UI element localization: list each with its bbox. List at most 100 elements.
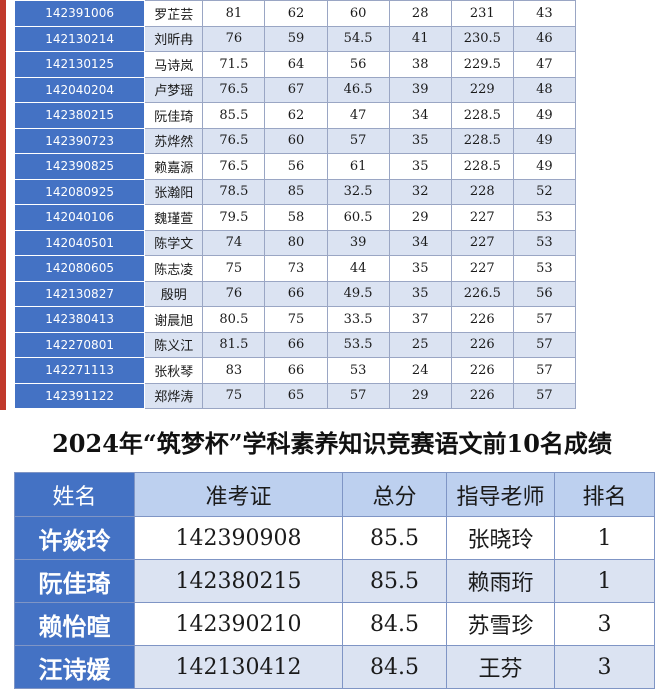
top10-row: 赖怡暄 142390210 84.5 苏雪珍 3 (14, 602, 655, 646)
score-cell: 28 (388, 0, 452, 27)
total-score-cell: 227 (450, 229, 514, 256)
table-row: 142080605 陈志凌 75 73 44 35 227 53 (13, 255, 577, 282)
top10-row: 许焱玲 142390908 85.5 张晓玲 1 (14, 516, 655, 560)
table-row: 142130214 刘昕冉 76 59 54.5 41 230.5 46 (13, 25, 577, 52)
score-cell: 67 (264, 76, 328, 103)
score-cell: 24 (388, 357, 452, 384)
score-cell: 34 (388, 229, 452, 256)
exam-id-cell: 142390908 (134, 516, 343, 560)
score-cell: 76.5 (202, 76, 266, 103)
exam-id-cell: 142390210 (134, 602, 343, 646)
exam-id-cell: 142391006 (13, 0, 146, 27)
score-cell: 85.5 (342, 516, 447, 560)
student-name-cell: 郑烨涛 (144, 382, 204, 409)
table-row: 142040106 魏瑾萱 79.5 58 60.5 29 227 53 (13, 204, 577, 231)
score-cell: 53.5 (326, 331, 390, 358)
student-name-cell: 陈志凌 (144, 255, 204, 282)
rank-cell: 57 (512, 306, 577, 333)
rank-cell: 56 (512, 280, 577, 307)
table-row: 142130125 马诗岚 71.5 64 56 38 229.5 47 (13, 51, 577, 78)
total-score-cell: 228.5 (450, 127, 514, 154)
score-cell: 41 (388, 25, 452, 52)
score-cell: 38 (388, 51, 452, 78)
total-score-cell: 229 (450, 76, 514, 103)
rank-cell: 53 (512, 229, 577, 256)
total-score-cell: 226 (450, 331, 514, 358)
table-row: 142040501 陈学文 74 80 39 34 227 53 (13, 229, 577, 256)
rank-cell: 57 (512, 357, 577, 384)
total-score-cell: 227 (450, 204, 514, 231)
score-cell: 29 (388, 382, 452, 409)
exam-id-cell: 142271113 (13, 357, 146, 384)
exam-id-cell: 142130125 (13, 51, 146, 78)
total-score-cell: 228.5 (450, 153, 514, 180)
exam-id-cell: 142040204 (13, 76, 146, 103)
score-cell: 85.5 (342, 559, 447, 603)
total-score-cell: 226 (450, 382, 514, 409)
total-score-cell: 229.5 (450, 51, 514, 78)
score-cell: 49.5 (326, 280, 390, 307)
score-cell: 80.5 (202, 306, 266, 333)
top10-row: 阮佳琦 142380215 85.5 赖雨珩 1 (14, 559, 655, 603)
header-rank: 排名 (554, 472, 655, 517)
table-row: 142380215 阮佳琦 85.5 62 47 34 228.5 49 (13, 102, 577, 129)
total-score-cell: 226 (450, 357, 514, 384)
score-cell: 75 (202, 382, 266, 409)
exam-id-cell: 142391122 (13, 382, 146, 409)
student-name-cell: 张瀚阳 (144, 178, 204, 205)
student-name-cell: 刘昕冉 (144, 25, 204, 52)
exam-id-cell: 142380215 (13, 102, 146, 129)
score-cell: 58 (264, 204, 328, 231)
exam-id-cell: 142390825 (13, 153, 146, 180)
score-cell: 62 (264, 102, 328, 129)
score-cell: 85.5 (202, 102, 266, 129)
table-row: 142130827 殷明 76 66 49.5 35 226.5 56 (13, 280, 577, 307)
total-score-cell: 226.5 (450, 280, 514, 307)
header-score: 总分 (342, 472, 447, 517)
score-cell: 34 (388, 102, 452, 129)
score-cell: 84.5 (342, 645, 447, 689)
student-name-cell: 许焱玲 (14, 516, 135, 560)
student-name-cell: 赖怡暄 (14, 602, 135, 646)
score-cell: 44 (326, 255, 390, 282)
table-row: 142040204 卢梦瑶 76.5 67 46.5 39 229 48 (13, 76, 577, 103)
rank-cell: 46 (512, 25, 577, 52)
student-name-cell: 马诗岚 (144, 51, 204, 78)
table-row: 142390723 苏烨然 76.5 60 57 35 228.5 49 (13, 127, 577, 154)
rank-cell: 48 (512, 76, 577, 103)
score-cell: 35 (388, 280, 452, 307)
score-cell: 76.5 (202, 153, 266, 180)
table-row: 142080925 张瀚阳 78.5 85 32.5 32 228 52 (13, 178, 577, 205)
score-cell: 81 (202, 0, 266, 27)
exam-id-cell: 142040501 (13, 229, 146, 256)
score-cell: 80 (264, 229, 328, 256)
teacher-cell: 苏雪珍 (446, 602, 555, 646)
score-cell: 73 (264, 255, 328, 282)
exam-id-cell: 142130214 (13, 25, 146, 52)
score-cell: 25 (388, 331, 452, 358)
rank-cell: 1 (554, 516, 655, 560)
exam-id-cell: 142380215 (134, 559, 343, 603)
total-score-cell: 231 (450, 0, 514, 27)
score-cell: 62 (264, 0, 328, 27)
student-name-cell: 阮佳琦 (14, 559, 135, 603)
score-cell: 39 (326, 229, 390, 256)
exam-id-cell: 142130827 (13, 280, 146, 307)
score-cell: 60 (326, 0, 390, 27)
page-title: 2024年“筑梦杯”学科素养知识竞赛语文前10名成绩 (52, 429, 612, 458)
teacher-cell: 王芬 (446, 645, 555, 689)
rank-cell: 53 (512, 204, 577, 231)
score-cell: 66 (264, 331, 328, 358)
student-name-cell: 赖嘉源 (144, 153, 204, 180)
exam-id-cell: 142390723 (13, 127, 146, 154)
score-cell: 78.5 (202, 178, 266, 205)
header-exam-id: 准考证 (134, 472, 343, 517)
score-cell: 65 (264, 382, 328, 409)
rank-cell: 43 (512, 0, 577, 27)
score-cell: 47 (326, 102, 390, 129)
score-cell: 53 (326, 357, 390, 384)
score-cell: 57 (326, 382, 390, 409)
table-row: 142391006 罗芷芸 81 62 60 28 231 43 (13, 0, 577, 27)
student-name-cell: 谢晨旭 (144, 306, 204, 333)
score-cell: 64 (264, 51, 328, 78)
